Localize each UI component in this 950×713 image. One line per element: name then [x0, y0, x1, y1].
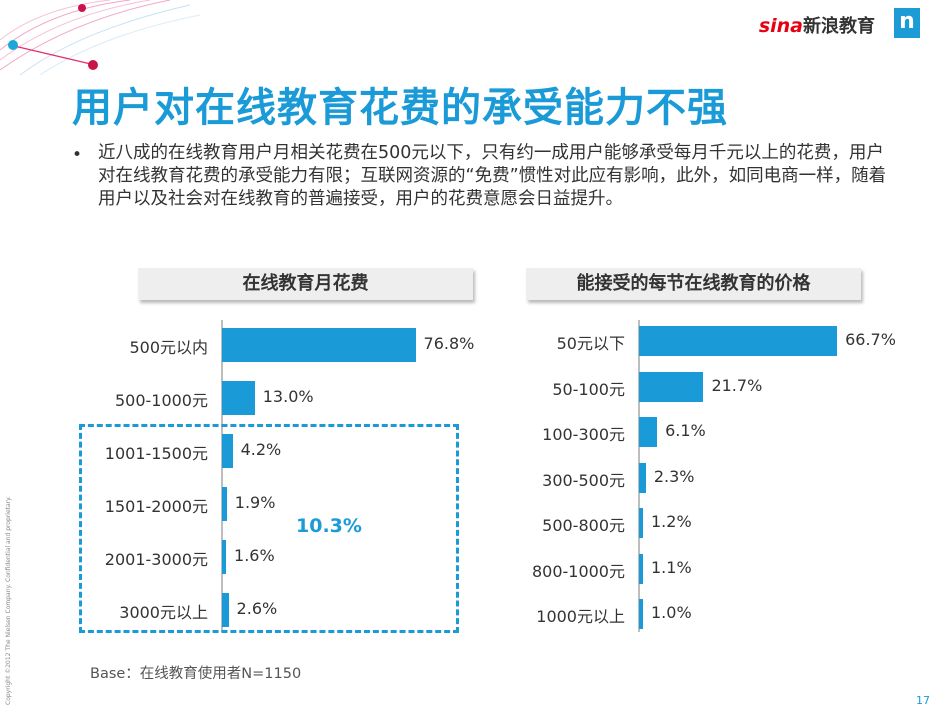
- data-label: 2.6%: [236, 599, 278, 618]
- data-label: 6.1%: [665, 421, 706, 440]
- data-label: 1.6%: [234, 546, 275, 565]
- data-label: 21.7%: [711, 375, 763, 395]
- bar: [222, 593, 229, 627]
- category-label: 1000元以上: [536, 607, 625, 626]
- decorative-network-graphic: [0, 0, 200, 75]
- category-label: 1501-2000元: [104, 497, 208, 516]
- copyright-notice: Copyright ©2012 The Nielsen Company. Con…: [5, 496, 12, 705]
- category-label: 500元以内: [129, 338, 208, 357]
- category-label: 300-500元: [542, 470, 625, 490]
- data-label: 1.9%: [234, 493, 276, 512]
- data-label: 1.0%: [651, 603, 692, 622]
- bar: [222, 540, 227, 574]
- highlight-callout: 10.3%: [296, 515, 362, 537]
- nielsen-logo: n: [894, 8, 920, 38]
- bar: [222, 328, 416, 362]
- category-label: 2001-3000元: [104, 550, 208, 569]
- category-label: 100-300元: [542, 425, 625, 444]
- data-label: 66.7%: [845, 330, 896, 349]
- category-label: 3000元以上: [119, 603, 208, 622]
- highlight-box: [79, 424, 459, 633]
- bar: [639, 553, 643, 584]
- page-title: 用户对在线教育花费的承受能力不强: [72, 85, 728, 131]
- bar: [639, 371, 704, 402]
- data-label: 76.8%: [423, 334, 475, 353]
- bar: [639, 508, 643, 538]
- left-margin: [0, 0, 22, 713]
- data-label: 13.0%: [262, 387, 314, 406]
- bar: [639, 462, 646, 493]
- bar: [222, 381, 255, 415]
- bar: [222, 434, 233, 468]
- category-label: 500-800元: [542, 516, 625, 535]
- bar: [639, 326, 838, 356]
- category-label: 800-1000元: [531, 561, 625, 581]
- bar: [222, 487, 227, 521]
- bar: [639, 599, 643, 629]
- chart-title-monthly-spend: 在线教育月花费: [138, 268, 473, 300]
- page-number: 17: [916, 694, 930, 707]
- bar: [639, 417, 658, 447]
- bullet-marker: •: [72, 145, 83, 165]
- data-label: 2.3%: [653, 466, 695, 486]
- data-label: 1.2%: [651, 512, 692, 531]
- chart-title-price-per-class: 能接受的每节在线教育的价格: [526, 268, 861, 300]
- category-label: 50元以下: [556, 334, 625, 353]
- data-label: 1.1%: [651, 557, 692, 577]
- summary-text: 近八成的在线教育用户月相关花费在500元以下，只有约一成用户能够承受每月千元以上…: [98, 143, 887, 209]
- base-note: Base：在线教育使用者N=1150: [90, 666, 302, 682]
- data-label: 4.2%: [240, 440, 282, 459]
- category-label: 1001-1500元: [104, 444, 208, 463]
- axis-monthly-spend: [221, 320, 223, 632]
- sina-education-logo: sina新浪教育: [758, 15, 875, 37]
- category-label: 500-1000元: [114, 391, 208, 410]
- category-label: 50-100元: [552, 379, 625, 399]
